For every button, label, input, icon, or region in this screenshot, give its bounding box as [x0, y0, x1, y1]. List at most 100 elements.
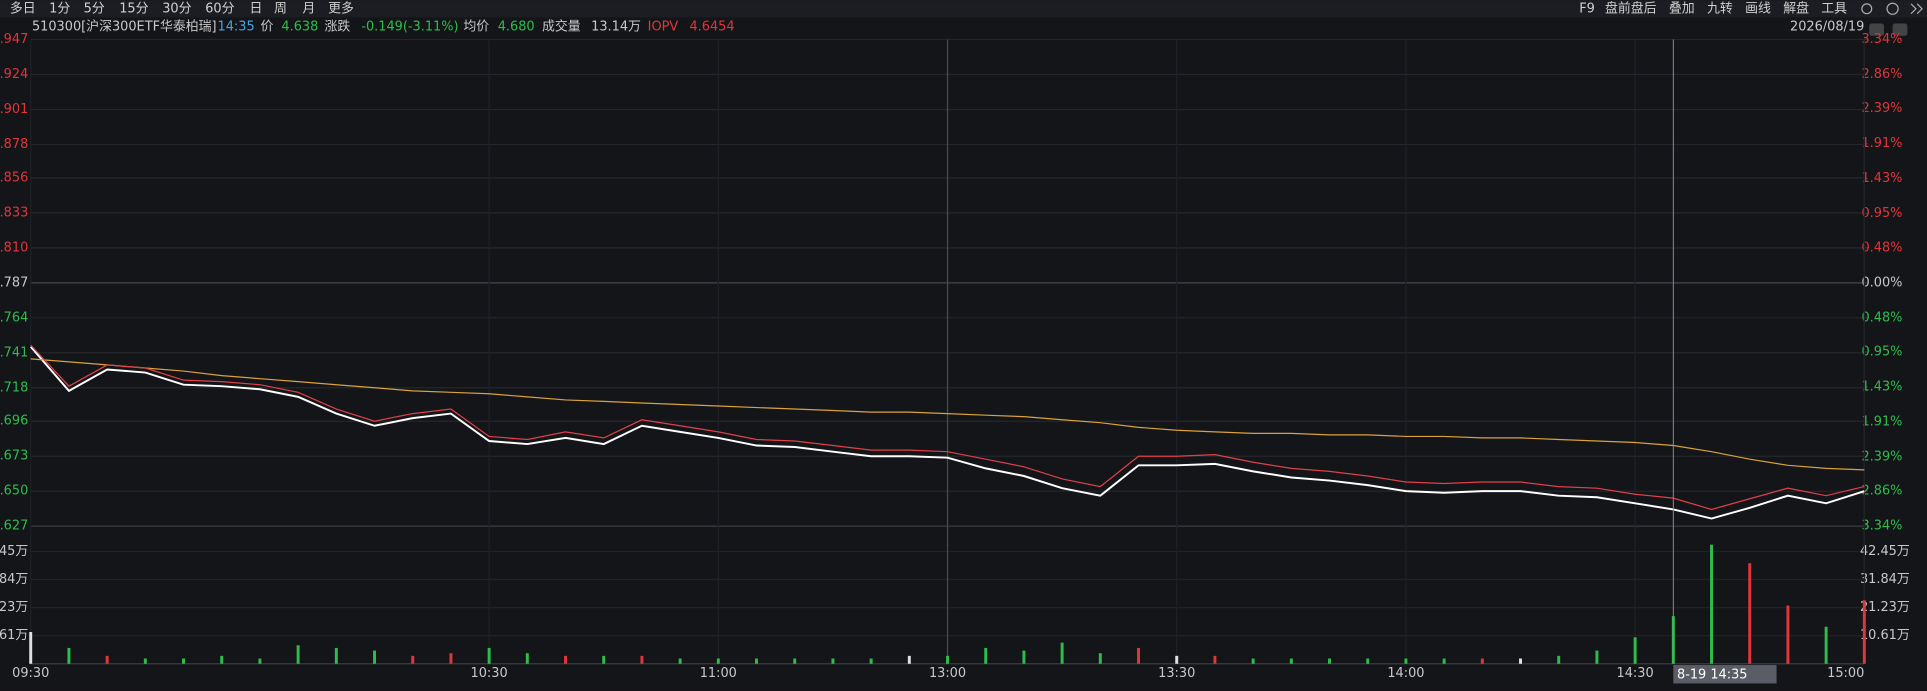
- header-avg-label: 均价: [463, 20, 489, 35]
- expand-icon[interactable]: [1910, 3, 1923, 15]
- volume-bar: [296, 645, 300, 664]
- toolbar-button[interactable]: 1分: [49, 1, 70, 16]
- toolbar-button[interactable]: 30分: [162, 1, 191, 16]
- volume-bar: [220, 655, 224, 664]
- settings-icon[interactable]: [1861, 3, 1873, 15]
- volume-bar: [1137, 647, 1140, 664]
- toolbar-button[interactable]: 解盘: [1783, 0, 1809, 16]
- line-2: [30, 344, 1865, 511]
- x-tick-label: 13:00: [929, 666, 966, 681]
- volume-bar: [1480, 658, 1484, 664]
- header-price-label: 价: [261, 20, 274, 35]
- volume-bar: [1824, 626, 1828, 664]
- volume-bar: [831, 658, 835, 664]
- help-icon[interactable]: [1886, 2, 1899, 15]
- y-tick-label: 4.810: [0, 240, 28, 255]
- volume-bar: [143, 658, 147, 664]
- y-tick-label: 4.696: [0, 414, 28, 429]
- y2-tick-label: 1.91%: [1861, 136, 1902, 151]
- volume-bar: [1862, 600, 1866, 664]
- header-volume: 13.14万: [591, 20, 641, 35]
- volume-bar: [525, 653, 529, 664]
- y-tick-label: 4.650: [0, 484, 28, 499]
- toolbar-button[interactable]: 多日: [10, 1, 36, 16]
- header-iopv-label: IOPV: [648, 20, 679, 35]
- y-tick-label: 4.878: [0, 137, 28, 152]
- header-time: 14:35: [218, 20, 255, 35]
- toolbar-button[interactable]: 盘前盘后: [1605, 0, 1657, 16]
- volume-tick-label: 31.84万: [0, 572, 28, 587]
- y2-tick-label: 1.91%: [1861, 414, 1902, 429]
- volume-bar: [1022, 650, 1026, 664]
- x-tick-label: 15:00: [1827, 666, 1864, 681]
- volume-bar: [1366, 658, 1370, 664]
- y2-tick-label: 2.86%: [1861, 67, 1902, 82]
- header-price: 4.638: [281, 20, 318, 35]
- x-tick-label: 11:00: [700, 666, 737, 681]
- volume-bar: [411, 655, 415, 664]
- zoom-icon[interactable]: [1869, 23, 1884, 36]
- volume-bar: [755, 658, 758, 664]
- volume-bar: [1633, 637, 1637, 664]
- volume-bar: [449, 653, 453, 664]
- volume-bar: [1328, 658, 1331, 664]
- volume-bar: [1748, 563, 1752, 664]
- toolbar-button[interactable]: 日: [249, 1, 262, 16]
- volume-tick-label: 21.23万: [0, 600, 28, 615]
- toolbar-button[interactable]: 叠加: [1669, 1, 1695, 16]
- toolbar-button[interactable]: 工具: [1821, 1, 1847, 16]
- volume-bar: [182, 658, 185, 664]
- volume-bar: [1098, 653, 1102, 664]
- toolbar-button[interactable]: 周: [274, 1, 287, 16]
- header-volume-label: 成交量: [542, 19, 581, 35]
- toolbar-button[interactable]: 15分: [119, 1, 148, 16]
- x-tick-label: 09:30: [12, 666, 49, 681]
- header-change-label: 涨跌: [324, 19, 350, 35]
- volume-bar: [373, 650, 376, 664]
- volume-bar: [716, 658, 720, 664]
- volume-bar: [1404, 658, 1408, 664]
- y-tick-label: 4.741: [0, 345, 28, 360]
- toolbar-button[interactable]: 九转: [1707, 1, 1733, 16]
- y2-tick-label: 1.43%: [1861, 171, 1902, 186]
- volume-tick-label: 10.61万: [0, 628, 28, 643]
- toolbar-button[interactable]: 画线: [1745, 1, 1771, 16]
- volume-bar: [678, 658, 682, 664]
- y-tick-label: 4.787: [0, 275, 28, 290]
- y2-tick-label: 0.48%: [1861, 240, 1902, 255]
- volume-bar: [1213, 655, 1217, 664]
- x-tick-label: 14:30: [1617, 666, 1654, 681]
- volume-bar: [793, 658, 797, 664]
- y2-tick-label: 0.00%: [1861, 275, 1902, 290]
- y-tick-label: 4.764: [0, 310, 28, 325]
- toolbar-button[interactable]: 更多: [328, 1, 354, 16]
- toolbar-button[interactable]: 60分: [205, 1, 234, 16]
- y2-tick-label: 2.39%: [1861, 101, 1902, 116]
- x-tick-label: 14:00: [1387, 666, 1424, 681]
- volume-bar: [1289, 658, 1293, 664]
- volume-bar: [946, 655, 949, 664]
- volume-bar: [1519, 658, 1522, 664]
- y-tick-label: 4.833: [0, 205, 28, 220]
- toolbar-button[interactable]: 月: [302, 1, 315, 16]
- mode-icon[interactable]: [1892, 23, 1908, 36]
- y2-tick-label: 0.95%: [1861, 345, 1902, 360]
- y2-tick-label: 0.95%: [1861, 206, 1902, 221]
- y2-tick-label: 1.43%: [1861, 380, 1902, 395]
- volume-bar: [1786, 605, 1790, 664]
- y2-tick-label: 3.34%: [1861, 32, 1902, 47]
- volume-bar: [1557, 655, 1561, 664]
- volume-bar: [1175, 655, 1179, 664]
- y-tick-label: 4.856: [0, 170, 28, 185]
- volume-bar: [984, 647, 988, 664]
- y2-tick-label: 0.48%: [1861, 310, 1902, 325]
- toolbar-button[interactable]: F9: [1579, 1, 1595, 16]
- volume-bar: [602, 655, 606, 664]
- header-iopv: 4.6454: [689, 20, 734, 35]
- header-code: 510300[沪深300ETF华泰柏瑞]: [32, 20, 217, 35]
- x-tick-label: 13:30: [1158, 666, 1195, 681]
- toolbar-button[interactable]: 5分: [84, 1, 105, 16]
- volume-bar: [640, 655, 644, 664]
- y2-tick-label: 3.34%: [1861, 519, 1902, 534]
